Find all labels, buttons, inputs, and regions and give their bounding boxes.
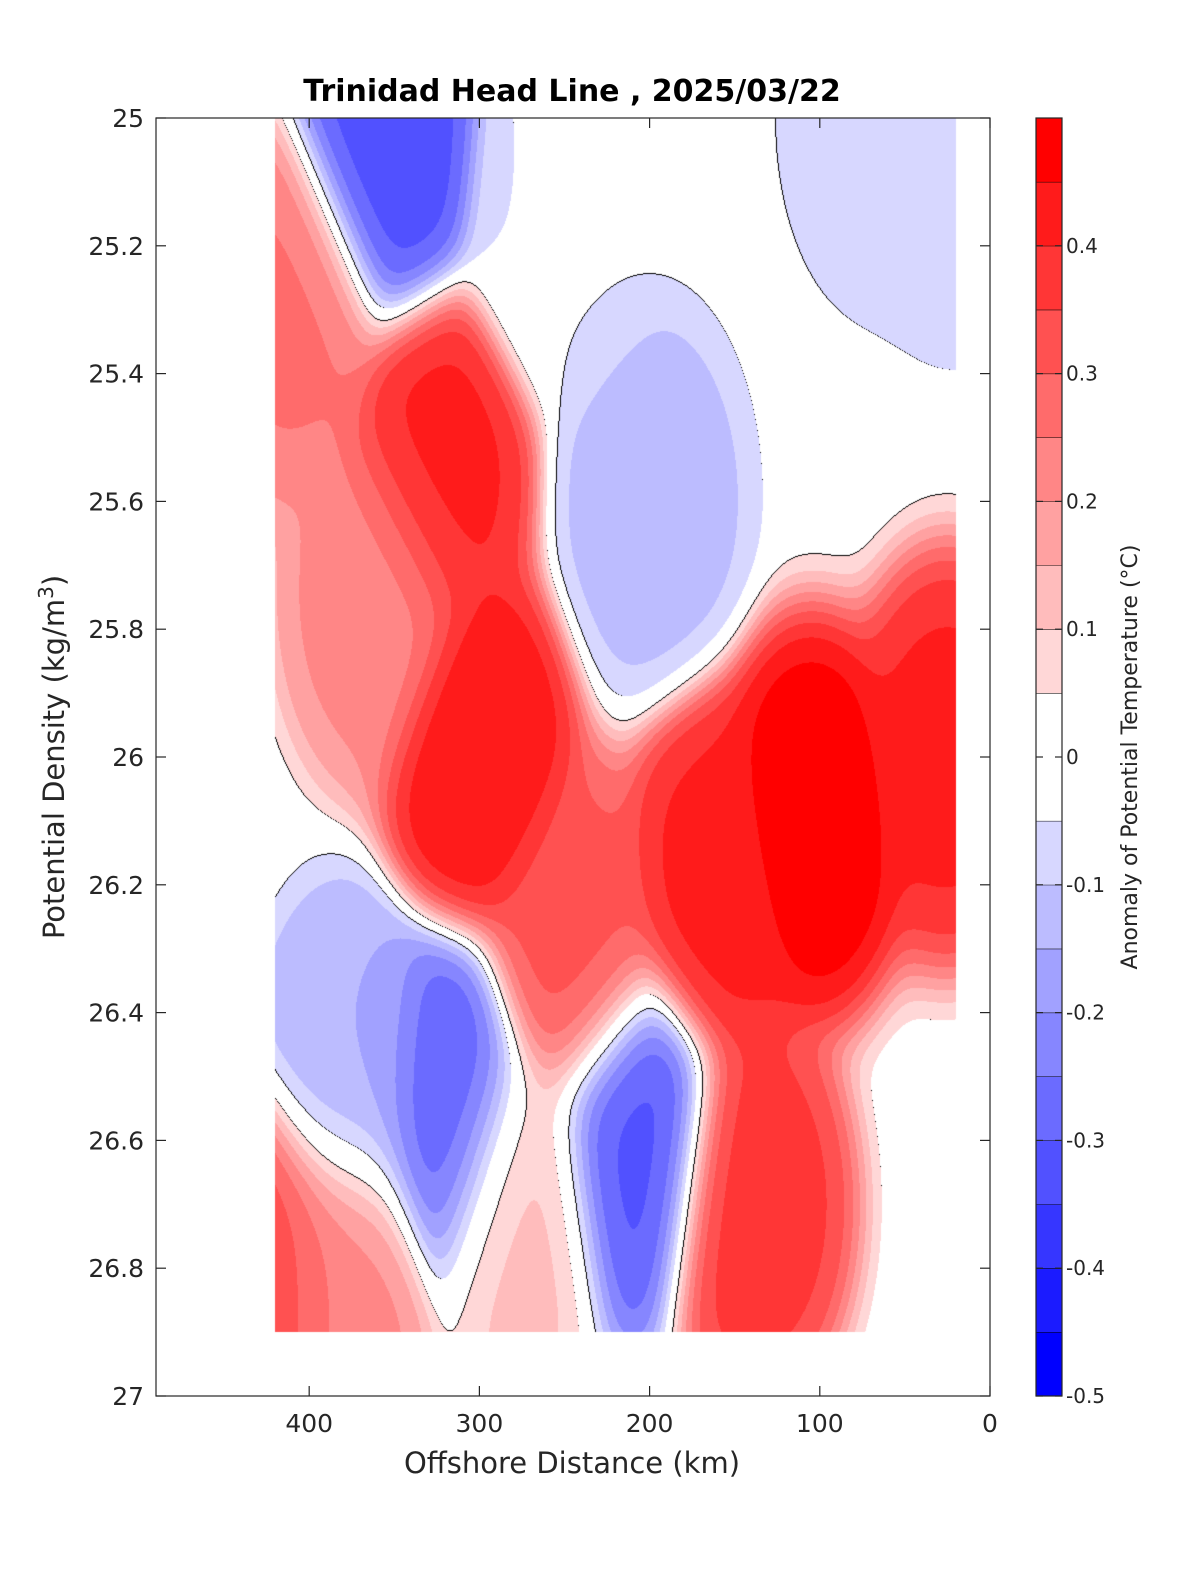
colorbar-band: [1036, 1012, 1062, 1077]
colorbar-tick-label: -0.2: [1066, 1001, 1105, 1025]
colorbar-band: [1036, 118, 1062, 182]
y-axis-label-main: Potential Density (kg/m: [37, 599, 71, 939]
x-tick-label: 0: [982, 1409, 998, 1438]
colorbar-band: [1036, 565, 1062, 630]
colorbar-band: [1036, 181, 1062, 246]
colorbar-band: [1036, 245, 1062, 310]
colorbar-band: [1036, 820, 1062, 885]
colorbar-band: [1036, 373, 1062, 438]
contour-field: [156, 118, 990, 1396]
colorbar-tick-label: -0.3: [1066, 1128, 1105, 1152]
colorbar-label: Anomaly of Potential Temperature (°C): [1118, 545, 1143, 970]
colorbar-tick-label: -0.5: [1066, 1384, 1105, 1408]
colorbar-tick-label: 0.3: [1066, 362, 1098, 386]
colorbar-band: [1036, 884, 1062, 949]
x-tick-label: 300: [456, 1409, 504, 1438]
y-tick-label: 25.6: [88, 487, 144, 516]
y-tick-label: 26.6: [88, 1126, 144, 1155]
colorbar-band: [1036, 437, 1062, 502]
plot-area: 400 300 200 100 0 25 25.2 25.4 25.6 25.8 26 26.2 26…: [88, 104, 998, 1438]
colorbar-tick-label: -0.4: [1066, 1256, 1105, 1280]
colorbar-band: [1036, 501, 1062, 566]
colorbar-band: [1036, 1076, 1062, 1141]
colorbar-tick-label: 0.1: [1066, 617, 1098, 641]
colorbar-tick-label: 0.2: [1066, 489, 1098, 513]
colorbar: 0.4 0.3 0.2 0.1 0 -0.1 -0.2 -0.3 -0.4 -0.5 Anomal…: [1035, 117, 1143, 1408]
colorbar-band: [1036, 1268, 1062, 1333]
colorbar-band: [1036, 629, 1062, 694]
x-axis-label: Offshore Distance (km): [404, 1446, 740, 1480]
chart-title: Trinidad Head Line , 2025/03/22: [303, 74, 840, 109]
y-tick-label: 26.8: [88, 1254, 144, 1283]
colorbar-band: [1036, 1332, 1062, 1396]
y-tick-label: 26.4: [88, 999, 144, 1028]
y-tick-label: 26: [112, 743, 144, 772]
y-tick-label: 26.2: [88, 871, 144, 900]
colorbar-band: [1036, 309, 1062, 374]
x-tick-label: 100: [796, 1409, 844, 1438]
x-tick-label: 200: [626, 1409, 674, 1438]
colorbar-tick-label: -0.1: [1066, 873, 1105, 897]
y-tick-label: 27: [112, 1382, 144, 1411]
colorbar-tick-label: 0.4: [1066, 234, 1098, 258]
y-tick-label: 25.4: [88, 360, 144, 389]
y-axis-label-end: ): [37, 575, 71, 586]
x-axis: 400 300 200 100 0: [285, 118, 998, 1438]
y-axis-label: Potential Density (kg/m3): [34, 575, 71, 939]
y-axis-label-superscript: 3: [34, 586, 58, 599]
colorbar-tick-label: 0: [1066, 745, 1079, 769]
x-tick-label: 400: [285, 1409, 333, 1438]
y-tick-label: 25.2: [88, 232, 144, 261]
colorbar-band: [1036, 948, 1062, 1013]
colorbar-band: [1036, 1140, 1062, 1205]
y-tick-label: 25: [112, 104, 144, 133]
colorbar-ticks: 0.4 0.3 0.2 0.1 0 -0.1 -0.2 -0.3 -0.4 -0.5: [1036, 234, 1105, 1408]
y-axis: 25 25.2 25.4 25.6 25.8 26 26.2 26.4 26.6 26.8 27: [88, 104, 990, 1411]
y-tick-label: 25.8: [88, 615, 144, 644]
colorbar-band: [1036, 1204, 1062, 1269]
